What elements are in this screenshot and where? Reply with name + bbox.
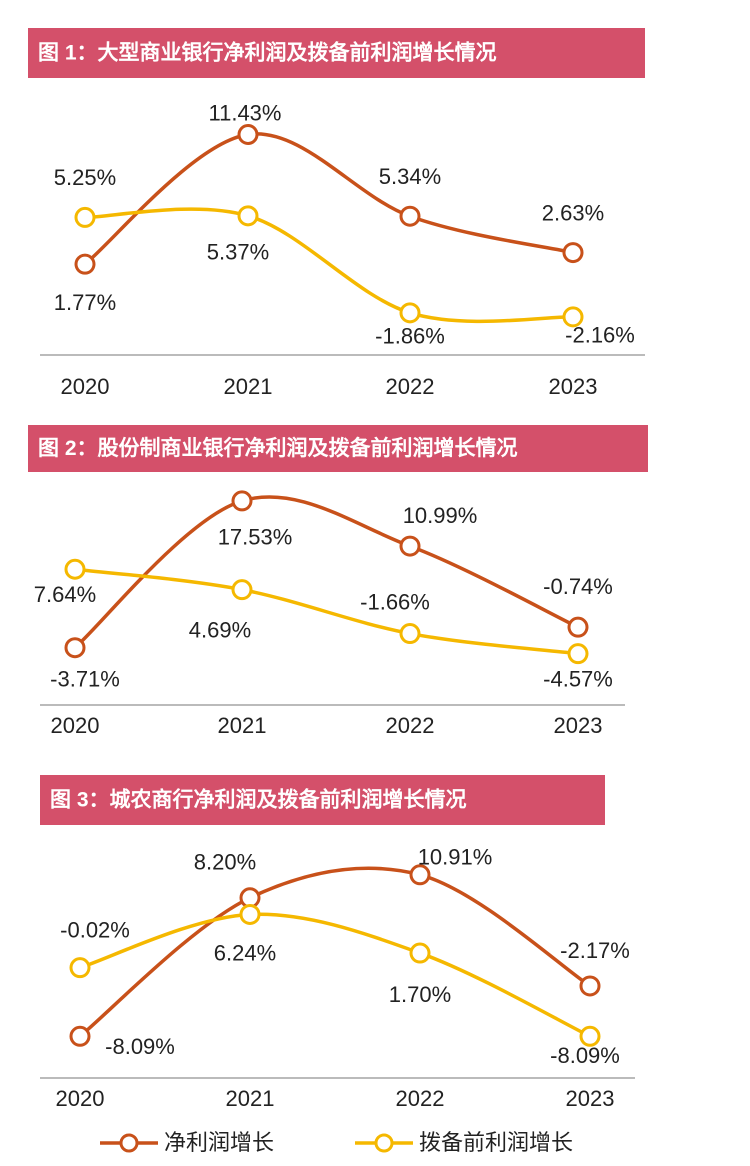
x-tick-label: 2022 <box>396 1086 445 1111</box>
series-line <box>84 207 574 324</box>
point-marker <box>399 623 421 645</box>
x-tick-label: 2020 <box>51 713 100 738</box>
point-marker <box>562 242 584 264</box>
chart-title: 图 3：城农商行净利润及拨备前利润增长情况 <box>50 788 467 812</box>
x-tick-label: 2023 <box>554 713 603 738</box>
series-line <box>73 495 579 650</box>
point-marker <box>562 306 584 328</box>
data-label: -2.17% <box>560 938 630 963</box>
data-label: 1.70% <box>389 982 451 1007</box>
series-line <box>83 132 574 266</box>
data-label: -2.16% <box>565 323 635 348</box>
series-line <box>74 567 579 656</box>
x-tick-label: 2023 <box>566 1086 615 1111</box>
x-tick-label: 2021 <box>226 1086 275 1111</box>
point-marker <box>239 903 261 925</box>
point-marker <box>579 1025 601 1047</box>
data-label: -4.57% <box>543 666 613 691</box>
point-marker <box>399 205 421 227</box>
point-marker <box>69 1025 91 1047</box>
data-label: -8.09% <box>105 1034 175 1059</box>
data-label: 2.63% <box>542 200 604 225</box>
point-marker <box>399 535 421 557</box>
x-tick-label: 2021 <box>224 374 273 399</box>
x-tick-label: 2022 <box>386 374 435 399</box>
chart-title: 图 1：大型商业银行净利润及拨备前利润增长情况 <box>38 41 497 65</box>
title-band <box>40 775 605 825</box>
point-marker <box>64 558 86 580</box>
legend-label: 拨备前利润增长 <box>419 1130 573 1155</box>
series-line <box>79 912 591 1038</box>
point-marker <box>231 579 253 601</box>
series-line <box>78 866 591 1038</box>
data-label: 5.34% <box>379 164 441 189</box>
data-label: 6.24% <box>214 940 276 965</box>
data-label: -8.09% <box>550 1043 620 1068</box>
data-label: 10.99% <box>403 503 478 528</box>
data-label: -1.66% <box>360 589 430 614</box>
x-tick-label: 2021 <box>218 713 267 738</box>
title-band <box>28 425 648 472</box>
data-label: -3.71% <box>50 667 120 692</box>
data-label: 1.77% <box>54 290 116 315</box>
point-marker <box>69 957 91 979</box>
data-label: -1.86% <box>375 324 445 349</box>
data-label: 7.64% <box>34 582 96 607</box>
data-label: 11.43% <box>209 100 282 125</box>
data-label: 8.20% <box>194 850 256 875</box>
title-band <box>28 28 645 78</box>
chart-title: 图 2：股份制商业银行净利润及拨备前利润增长情况 <box>38 436 518 460</box>
point-marker <box>409 942 431 964</box>
point-marker <box>231 490 253 512</box>
data-label: -0.02% <box>60 917 130 942</box>
data-label: 17.53% <box>218 525 293 550</box>
point-marker <box>237 123 259 145</box>
legend-marker <box>374 1133 394 1153</box>
data-label: 4.69% <box>189 617 251 642</box>
point-marker <box>399 302 421 324</box>
data-label: 5.37% <box>207 240 269 265</box>
x-tick-label: 2022 <box>386 713 435 738</box>
point-marker <box>74 206 96 228</box>
x-tick-label: 2020 <box>61 374 110 399</box>
x-tick-label: 2020 <box>56 1086 105 1111</box>
legend-label: 净利润增长 <box>164 1130 274 1155</box>
data-label: -0.74% <box>543 574 613 599</box>
data-label: 5.25% <box>54 165 116 190</box>
point-marker <box>567 616 589 638</box>
point-marker <box>64 637 86 659</box>
point-marker <box>74 253 96 275</box>
point-marker <box>579 975 601 997</box>
point-marker <box>567 643 589 665</box>
data-label: 10.91% <box>418 845 493 870</box>
x-tick-label: 2023 <box>549 374 598 399</box>
point-marker <box>237 205 259 227</box>
legend-marker <box>119 1133 139 1153</box>
point-marker <box>409 864 431 886</box>
